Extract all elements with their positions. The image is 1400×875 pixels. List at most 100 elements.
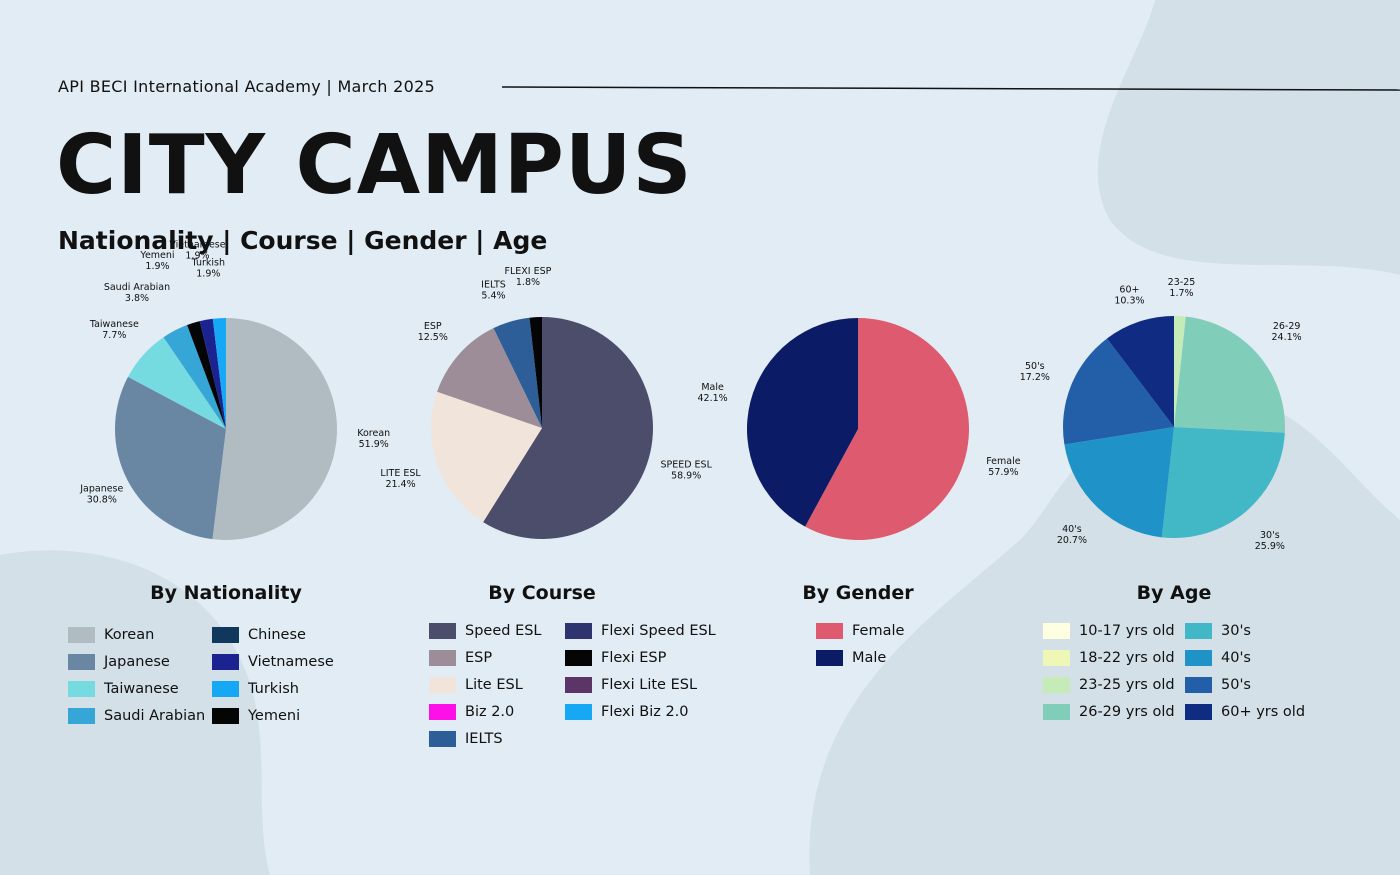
pie-label-saudi-arabian: Saudi Arabian 3.8%: [104, 282, 170, 304]
legend-item: Flexi ESP: [565, 650, 666, 666]
pie-label-flexi-esp: FLEXI ESP 1.8%: [505, 266, 552, 288]
legend-swatch: [1043, 677, 1070, 693]
legend-label: Speed ESL: [465, 623, 542, 639]
legend-label: Flexi Speed ESL: [601, 623, 716, 639]
legend-swatch: [68, 708, 95, 724]
legend-item: Turkish: [212, 681, 299, 697]
legend-item: 18-22 yrs old: [1043, 650, 1175, 666]
legend-label: Saudi Arabian: [104, 708, 206, 724]
pie-slice-60-: [1107, 316, 1174, 427]
legend-label: Flexi Lite ESL: [601, 677, 698, 693]
pie-label-taiwanese: Taiwanese 7.7%: [89, 319, 139, 341]
legend-swatch: [1185, 704, 1212, 720]
pie-label-male: Male 42.1%: [698, 382, 728, 404]
pie-label-26-29: 26-29 24.1%: [1272, 321, 1302, 343]
legend-swatch: [429, 731, 456, 747]
pie-label-turkish: Turkish 1.9%: [191, 257, 225, 279]
legend-item: Female: [816, 623, 904, 639]
legend-swatch: [565, 650, 592, 666]
legend-swatch: [1043, 704, 1070, 720]
pie-label-50-s: 50's 17.2%: [1020, 361, 1050, 383]
pie-label-korean: Korean 51.9%: [357, 428, 390, 450]
pie-label-vietnamese: Vietnamese 1.9%: [169, 240, 225, 262]
legend-swatch: [565, 704, 592, 720]
background-blob-bottom-left: [0, 550, 270, 875]
legend-item: Taiwanese: [68, 681, 179, 697]
chart-title-nationality: By Nationality: [150, 582, 302, 604]
legend-swatch: [1185, 650, 1212, 666]
legend-label: Taiwanese: [104, 681, 179, 697]
pie-slice-ielts: [493, 317, 542, 428]
legend-item: Korean: [68, 627, 154, 643]
legend-item: Male: [816, 650, 886, 666]
legend-item: Flexi Biz 2.0: [565, 704, 689, 720]
academy-subtitle: API BECI International Academy | March 2…: [58, 77, 436, 96]
pie-slice-vietnamese: [199, 318, 226, 429]
pie-slice-saudi-arabian: [163, 325, 226, 429]
legend-item: 30's: [1185, 623, 1251, 639]
pie-label-esp: ESP 12.5%: [418, 321, 448, 343]
page-title: CITY CAMPUS: [56, 118, 693, 213]
legend-label: Korean: [104, 627, 155, 643]
pie-label-speed-esl: SPEED ESL 58.9%: [660, 459, 712, 481]
pie-label-yemeni: Yemeni 1.9%: [139, 250, 174, 272]
legend-swatch: [212, 708, 239, 724]
header-rule: [501, 86, 1400, 91]
legend-label: Female: [852, 623, 905, 639]
legend-item: Biz 2.0: [429, 704, 514, 720]
legend-item: Flexi Speed ESL: [565, 623, 716, 639]
pie-slice-female: [805, 318, 969, 540]
legend-label: Vietnamese: [248, 654, 334, 670]
legend-swatch: [816, 650, 843, 666]
pie-slice-korean: [212, 318, 337, 540]
pie-slice-30-s: [1161, 427, 1285, 538]
legend-swatch: [429, 623, 456, 639]
legend-label: Lite ESL: [465, 677, 523, 693]
pie-2: Female 57.9% Male 42.1%: [698, 318, 1021, 540]
legend-item: 10-17 yrs old: [1043, 623, 1175, 639]
legend-label: Male: [852, 650, 887, 666]
legend-label: Yemeni: [248, 708, 301, 724]
legend-label: 60+ yrs old: [1221, 704, 1306, 720]
legend-label: Turkish: [248, 681, 299, 697]
pie-label-lite-esl: LITE ESL 21.4%: [380, 468, 421, 490]
pie-slice-speed-esl: [483, 317, 653, 539]
legend-swatch: [68, 681, 95, 697]
legend-item: 40's: [1185, 650, 1251, 666]
pie-label-female: Female 57.9%: [986, 456, 1021, 478]
pie-label-ielts: IELTS 5.4%: [481, 279, 506, 301]
legend-item: Flexi Lite ESL: [565, 677, 697, 693]
legend-item: Chinese: [212, 627, 306, 643]
legend-item: Yemeni: [212, 708, 300, 724]
pie-slice-yemeni: [187, 321, 226, 429]
legend-swatch: [1043, 650, 1070, 666]
legend-item: IELTS: [429, 731, 503, 747]
pie-3: 23-25 1.7% 26-29 24.1% 30's 25.9% 40's 20.7% 50'…: [1020, 277, 1302, 552]
background-blob-top-right: [1097, 0, 1400, 275]
legend-label: Flexi ESP: [601, 650, 667, 666]
legend-label: Japanese: [104, 654, 170, 670]
pie-1: SPEED ESL 58.9% LITE ESL 21.4% ESP 12.5% IELTS…: [380, 266, 713, 539]
legend-item: Speed ESL: [429, 623, 542, 639]
pie-slice-taiwanese: [128, 337, 226, 429]
legend-swatch: [212, 627, 239, 643]
pie-slice-turkish: [212, 318, 226, 429]
legend-label: ESP: [465, 650, 493, 666]
pie-label-23-25: 23-25 1.7%: [1168, 277, 1196, 299]
pie-slice-lite-esl: [431, 391, 542, 523]
legend-swatch: [565, 677, 592, 693]
legend-swatch: [212, 654, 239, 670]
chart-title-course: By Course: [488, 582, 596, 604]
legend-swatch: [429, 650, 456, 666]
legend-item: 60+ yrs old: [1185, 704, 1305, 720]
legend-label: IELTS: [465, 731, 503, 747]
legend-item: 23-25 yrs old: [1043, 677, 1175, 693]
legend-label: 30's: [1221, 623, 1251, 639]
pie-slice-50-s: [1063, 338, 1174, 445]
background-blob-bottom-right: [809, 397, 1400, 875]
legend-label: Chinese: [248, 627, 306, 643]
pie-label-30-s: 30's 25.9%: [1255, 530, 1285, 552]
legend-swatch: [1185, 677, 1212, 693]
